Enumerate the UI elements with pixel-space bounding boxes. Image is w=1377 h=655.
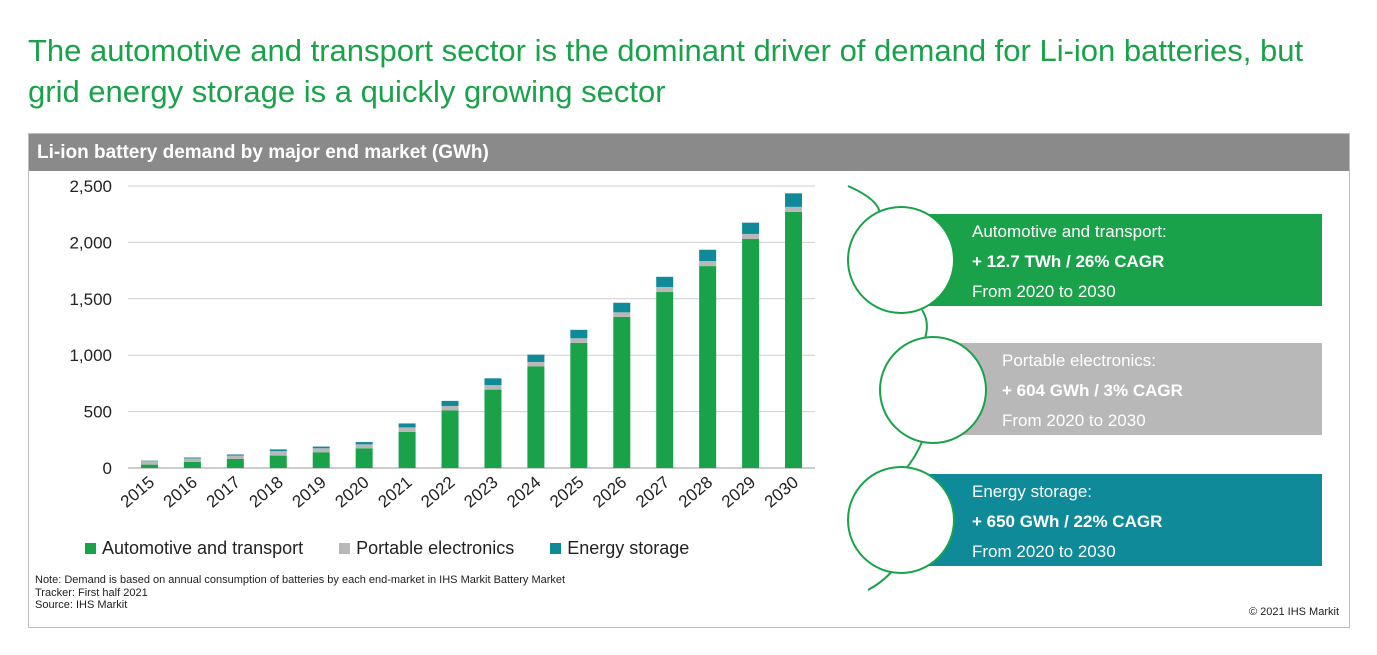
bar-portable xyxy=(527,361,545,367)
note-line: Note: Demand is based on annual consumpt… xyxy=(35,574,566,586)
bar-portable xyxy=(484,385,502,390)
bar-portable xyxy=(398,427,416,432)
callout-storage-title: Energy storage: xyxy=(972,482,1093,501)
note-line: Tracker: First half 2021 xyxy=(35,586,148,599)
bar-portable xyxy=(699,261,717,267)
y-tick-label: 2,000 xyxy=(69,233,112,252)
legend-swatch-portable xyxy=(339,542,351,554)
callout-circle-portable xyxy=(879,336,987,444)
callout-storage: Energy storage: + 650 GWh / 22% CAGR Fro… xyxy=(920,474,1322,566)
bar-storage xyxy=(140,460,158,462)
y-tick-label: 1,000 xyxy=(69,346,112,365)
bar-storage xyxy=(441,400,459,406)
chart-note: Note: Demand is based on annual consumpt… xyxy=(35,574,795,612)
bar-storage xyxy=(656,276,674,287)
bar-automotive xyxy=(570,342,588,468)
bar-storage xyxy=(699,249,717,262)
legend-swatch-storage xyxy=(550,542,562,554)
legend-label-portable: Portable electronics xyxy=(356,537,515,558)
bar-automotive xyxy=(484,389,502,468)
y-tick-label: 500 xyxy=(84,403,112,422)
bar-portable xyxy=(226,455,244,459)
callout-portable: Portable electronics: + 604 GWh / 3% CAG… xyxy=(950,343,1322,435)
y-tick-label: 0 xyxy=(103,459,112,478)
callout-circle-automotive xyxy=(847,206,955,314)
bar-automotive xyxy=(312,452,330,468)
bar-automotive xyxy=(699,266,717,468)
legend-item-portable: Portable electronics xyxy=(339,538,514,559)
bar-storage xyxy=(355,442,373,445)
bar-automotive xyxy=(226,458,244,468)
bar-portable xyxy=(656,286,674,293)
page-title: The automotive and transport sector is t… xyxy=(28,33,1304,109)
bar-automotive xyxy=(355,448,373,468)
bar-automotive xyxy=(656,292,674,468)
callout-storage-period: From 2020 to 2030 xyxy=(972,542,1116,561)
bar-automotive xyxy=(398,431,416,468)
bar-portable xyxy=(613,312,631,317)
bar-storage xyxy=(398,423,416,428)
bar-storage xyxy=(527,354,545,362)
note-line: Source: IHS Markit xyxy=(35,599,128,611)
legend-label-automotive: Automotive and transport xyxy=(102,537,304,558)
bar-portable xyxy=(570,338,588,343)
bar-automotive xyxy=(527,366,545,468)
callout-automotive-period: From 2020 to 2030 xyxy=(972,282,1116,301)
bar-automotive xyxy=(183,461,201,468)
callout-circle-storage xyxy=(847,466,955,574)
bar-automotive xyxy=(742,239,760,468)
bar-portable xyxy=(183,458,201,462)
bar-automotive xyxy=(441,410,459,468)
bar-storage xyxy=(570,329,588,339)
bar-storage xyxy=(226,454,244,456)
bar-storage xyxy=(613,302,631,313)
bar-storage xyxy=(312,446,330,449)
bar-portable xyxy=(312,448,330,453)
callout-portable-period: From 2020 to 2030 xyxy=(1002,411,1146,430)
legend-swatch-automotive xyxy=(85,542,96,554)
bar-automotive xyxy=(785,211,803,468)
callout-storage-value: + 650 GWh / 22% CAGR xyxy=(972,512,1163,531)
bar-portable xyxy=(441,405,459,411)
bar-automotive xyxy=(269,455,287,468)
bar-automotive xyxy=(613,316,631,468)
bar-storage xyxy=(484,378,502,386)
legend-item-storage: Energy storage xyxy=(550,538,689,559)
bar-portable xyxy=(785,206,803,212)
copyright: © 2021 IHS Markit xyxy=(1248,606,1339,618)
y-tick-label: 2,500 xyxy=(69,177,112,196)
chart-title: Li-ion battery demand by major end marke… xyxy=(29,134,1349,171)
y-tick-label: 1,500 xyxy=(69,290,112,309)
bar-storage xyxy=(183,457,201,459)
chart-legend: Automotive and transport Portable electr… xyxy=(85,537,725,559)
callout-automotive-value: + 12.7 TWh / 26% CAGR xyxy=(972,252,1165,271)
bar-storage xyxy=(742,222,760,234)
callout-portable-value: + 604 GWh / 3% CAGR xyxy=(1002,381,1183,400)
legend-label-storage: Energy storage xyxy=(567,537,690,558)
callout-automotive-title: Automotive and transport: xyxy=(972,222,1167,241)
callout-portable-title: Portable electronics: xyxy=(1002,351,1157,370)
bar-portable xyxy=(355,444,373,449)
bar-storage xyxy=(269,449,287,452)
legend-item-automotive: Automotive and transport xyxy=(85,538,303,559)
bar-storage xyxy=(785,193,803,207)
bar-automotive xyxy=(140,464,158,468)
bar-portable xyxy=(140,461,158,465)
bar-portable xyxy=(742,233,760,240)
bar-portable xyxy=(269,451,287,456)
callout-automotive: Automotive and transport: + 12.7 TWh / 2… xyxy=(920,214,1322,306)
